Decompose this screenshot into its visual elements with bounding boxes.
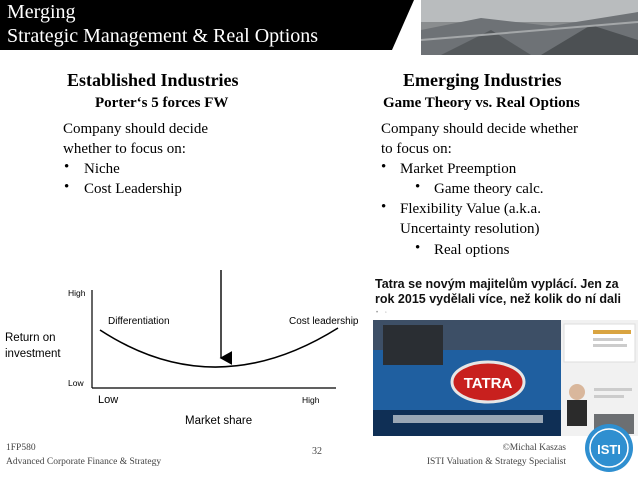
bullet-dot: • <box>64 179 70 195</box>
bullet-dot: • <box>381 199 387 215</box>
bullet-dot: • <box>381 159 387 175</box>
y-axis-label-line-1: Return on <box>5 332 56 344</box>
u-curve <box>99 327 339 368</box>
y-axis-label-line-2: investment <box>5 348 61 360</box>
isti-logo-text: ISTI <box>597 442 621 457</box>
left-text-line-2: whether to focus on: <box>63 141 186 157</box>
page-number: 32 <box>312 446 322 457</box>
header-photo <box>421 0 638 55</box>
right-subheading: Game Theory vs. Real Options <box>383 95 580 111</box>
right-sub-bullet-1: Game theory calc. <box>434 181 544 197</box>
right-text-line-1: Company should decide whether <box>381 121 579 137</box>
left-subheading: Porter‘s 5 forces FW <box>95 95 229 111</box>
right-text-line-2: to focus on: <box>381 141 452 157</box>
title-line-2: Strategic Management & Real Options <box>7 25 319 47</box>
cost-leadership-label: Cost leadership <box>289 316 359 327</box>
course-name: Advanced Corporate Finance & Strategy <box>6 457 162 467</box>
news-photo: TATRA <box>373 320 638 436</box>
differentiation-label: Differentiation <box>108 316 170 327</box>
right-sub-bullet-2: Real options <box>434 242 510 258</box>
right-bullet-1: Market Preemption <box>400 161 517 177</box>
title-bar: Merging Strategic Management & Real Opti… <box>0 0 414 50</box>
x-low-label: Low <box>98 394 118 406</box>
author: ©Michal Kaszas <box>502 443 566 453</box>
news-article-screenshot: Tatra se novým majitelům vyplácí. Jen za… <box>373 268 638 436</box>
title-line-1: Merging <box>7 1 76 23</box>
left-heading: Established Industries <box>67 70 239 90</box>
y-high-label: High <box>68 288 86 298</box>
right-heading: Emerging Industries <box>403 70 562 90</box>
y-low-label: Low <box>68 378 84 388</box>
news-headline: Tatra se novým majitelům vyplácí. Jen za… <box>375 277 621 306</box>
news-meta: • ◦ <box>376 310 387 316</box>
isti-logo: ISTI <box>585 424 633 472</box>
porter-u-curve-diagram: High Low Return on investment Low High M… <box>0 262 370 430</box>
right-bullet-2-line-2: Uncertainty resolution) <box>400 221 540 237</box>
course-code: 1FP580 <box>6 443 36 453</box>
author-title: ISTI Valuation & Strategy Specialist <box>426 457 566 467</box>
right-bullet-2-line-1: Flexibility Value (a.k.a. <box>400 201 541 217</box>
left-bullet-2: Cost Leadership <box>84 181 182 197</box>
left-text-line-1: Company should decide <box>63 121 208 137</box>
sub-bullet-dot: • <box>415 240 421 256</box>
x-high-label: High <box>302 395 320 405</box>
left-bullet-1: Niche <box>84 161 120 177</box>
bullet-dot: • <box>64 159 70 175</box>
x-axis-label: Market share <box>185 415 252 427</box>
tatra-logo-text: TATRA <box>464 375 513 392</box>
sub-bullet-dot: • <box>415 179 421 195</box>
